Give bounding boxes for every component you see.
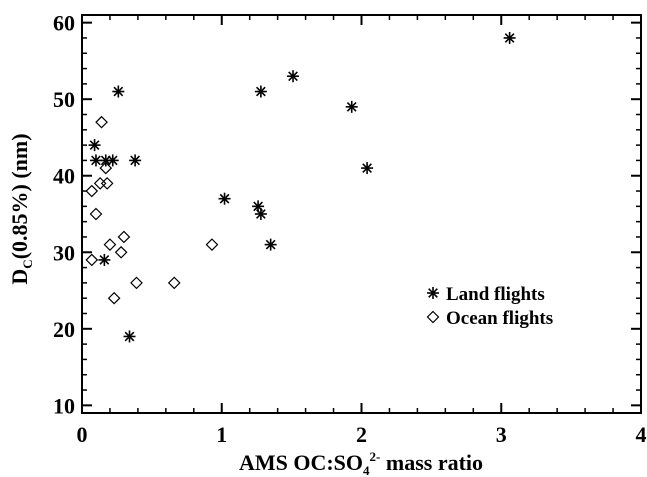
ocean-flight-point xyxy=(99,161,113,175)
data-points xyxy=(85,31,516,343)
axis-ticks xyxy=(81,15,642,413)
x-tick-label: 3 xyxy=(496,422,507,447)
y-tick-label: 60 xyxy=(53,11,75,36)
x-tick-label: 1 xyxy=(216,422,227,447)
legend-marker-ocean-flights xyxy=(426,310,440,324)
y-tick-label: 20 xyxy=(53,317,75,342)
legend: Land flights Ocean flights xyxy=(426,284,553,329)
x-tick-label: 2 xyxy=(356,422,367,447)
legend-marker-land-flights xyxy=(427,287,439,299)
land-flight-point xyxy=(88,139,101,152)
land-flight-point xyxy=(112,85,125,98)
ocean-flight-point xyxy=(114,245,128,259)
land-flight-point xyxy=(218,192,231,205)
axis-tick-labels: 0 1 2 3 4 10 20 30 40 50 60 xyxy=(53,11,647,447)
x-tick-label: 4 xyxy=(636,422,647,447)
land-flight-point xyxy=(98,253,111,266)
land-flight-point xyxy=(264,238,277,251)
land-flight-point xyxy=(106,154,119,167)
legend-label-land-flights: Land flights xyxy=(446,284,545,305)
legend-label-ocean-flights: Ocean flights xyxy=(446,308,553,329)
ocean-flight-point xyxy=(167,276,181,290)
ocean-flight-point xyxy=(95,115,108,129)
ocean-flight-point xyxy=(117,230,131,244)
x-tick-label: 0 xyxy=(77,422,88,447)
land-flight-point xyxy=(287,70,300,83)
land-flight-point xyxy=(345,100,358,113)
asterisk-marker xyxy=(427,287,439,299)
land-flight-point xyxy=(254,85,267,98)
land-flight-point xyxy=(123,330,136,343)
land-flight-point xyxy=(254,208,267,220)
diamond-marker xyxy=(426,310,440,324)
ocean-flight-point xyxy=(103,238,117,251)
land-flight-point xyxy=(503,31,516,44)
y-tick-label: 30 xyxy=(53,240,75,265)
ocean-flight-point xyxy=(85,184,99,198)
ocean-flight-point xyxy=(107,291,121,305)
ocean-flight-point xyxy=(85,253,99,267)
ocean-flight-point xyxy=(100,177,114,190)
ocean-flight-point xyxy=(89,207,103,221)
land-flight-point xyxy=(361,162,374,175)
y-axis-label: DC(0.85%) (nm) xyxy=(7,133,35,284)
land-flight-point xyxy=(129,154,142,167)
ocean-flight-point xyxy=(205,238,219,251)
ocean-flight-point xyxy=(130,276,143,290)
x-axis-label: AMS OC:SO42- mass ratio xyxy=(239,449,483,477)
y-tick-label: 10 xyxy=(53,393,75,418)
y-tick-label: 50 xyxy=(53,87,75,112)
y-tick-label: 40 xyxy=(53,164,75,189)
